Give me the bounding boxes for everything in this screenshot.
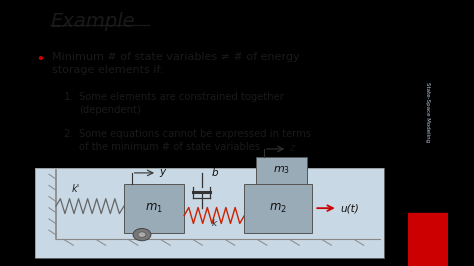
Circle shape [133,228,151,241]
Text: z: z [289,143,295,153]
Text: k: k [212,219,217,228]
Text: 1.: 1. [64,92,73,102]
Text: $m_1$: $m_1$ [145,202,163,215]
Bar [245,184,312,233]
Text: b: b [211,168,218,178]
Text: Some elements are constrained together
(dependent): Some elements are constrained together (… [79,92,284,115]
Bar [256,157,307,184]
Text: Example: Example [50,12,135,31]
Circle shape [138,232,146,237]
Bar [35,168,384,258]
Text: Minimum # of state variables ≠ # of energy
storage elements if:: Minimum # of state variables ≠ # of ener… [52,52,300,76]
Bar [35,168,384,258]
Bar [408,213,448,266]
Text: 2.: 2. [64,129,73,139]
Text: $m_3$: $m_3$ [273,164,290,176]
Text: Some equations cannot be expressed in terms
of the minimum # of state variables: Some equations cannot be expressed in te… [79,129,311,152]
Text: $m_2$: $m_2$ [269,202,287,215]
Text: k': k' [72,184,80,194]
Text: •: • [36,53,45,66]
Text: State-Space Modeling: State-Space Modeling [425,82,430,142]
Text: y: y [159,167,165,177]
Bar [124,184,184,233]
Text: u(t): u(t) [340,203,359,213]
